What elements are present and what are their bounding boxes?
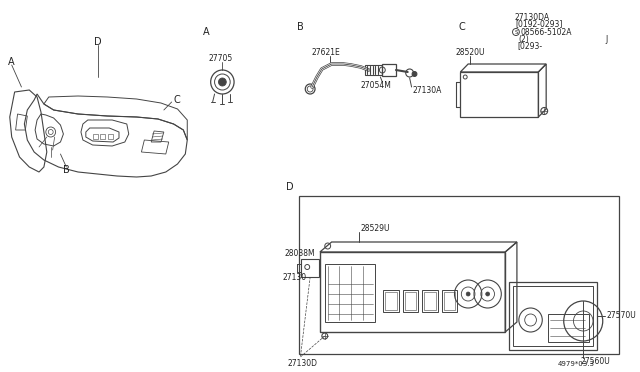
Bar (424, 292, 436, 310)
Text: 27560U: 27560U (580, 357, 610, 366)
Bar (442, 290, 458, 312)
Bar (509, 282, 597, 350)
Bar (385, 292, 397, 310)
Text: 27130D: 27130D (287, 359, 317, 369)
Circle shape (218, 78, 227, 86)
Text: C: C (458, 22, 465, 32)
Circle shape (412, 71, 417, 77)
Bar (324, 264, 376, 322)
Text: C: C (173, 95, 180, 105)
Bar (403, 290, 419, 312)
Text: 08566-5102A: 08566-5102A (521, 28, 572, 36)
Text: 28529U: 28529U (361, 224, 390, 232)
Text: 28520U: 28520U (455, 48, 485, 57)
Bar (320, 252, 505, 332)
Bar (460, 72, 538, 117)
Text: 27130: 27130 (282, 273, 307, 282)
Text: 4979*03.3: 4979*03.3 (558, 361, 595, 367)
Text: 28038M: 28038M (284, 248, 315, 257)
Bar (404, 292, 417, 310)
Bar (444, 292, 456, 310)
Circle shape (486, 292, 490, 296)
Text: 27621E: 27621E (312, 48, 340, 57)
Text: S: S (514, 29, 518, 35)
Bar (301, 259, 319, 277)
Text: D: D (286, 182, 293, 192)
Text: [0293-: [0293- (517, 42, 542, 51)
Circle shape (466, 292, 470, 296)
Text: B: B (298, 22, 304, 32)
Bar (513, 286, 593, 346)
Bar (365, 65, 382, 75)
Bar (382, 64, 396, 76)
Text: 27130DA: 27130DA (515, 13, 550, 22)
Bar (383, 290, 399, 312)
Bar (548, 314, 589, 342)
Text: 27130A: 27130A (413, 86, 442, 94)
Text: J: J (605, 35, 607, 44)
Text: A: A (8, 57, 15, 67)
Text: B: B (63, 165, 70, 175)
Text: 27054M: 27054M (360, 80, 391, 90)
Bar (422, 290, 438, 312)
Text: 27570U: 27570U (607, 311, 636, 321)
Text: [0192-0293]: [0192-0293] (515, 19, 563, 29)
Text: A: A (203, 27, 209, 37)
Bar (300, 196, 620, 354)
Text: 27705: 27705 (208, 54, 232, 62)
Text: (2): (2) (519, 35, 530, 44)
Text: D: D (93, 37, 101, 47)
